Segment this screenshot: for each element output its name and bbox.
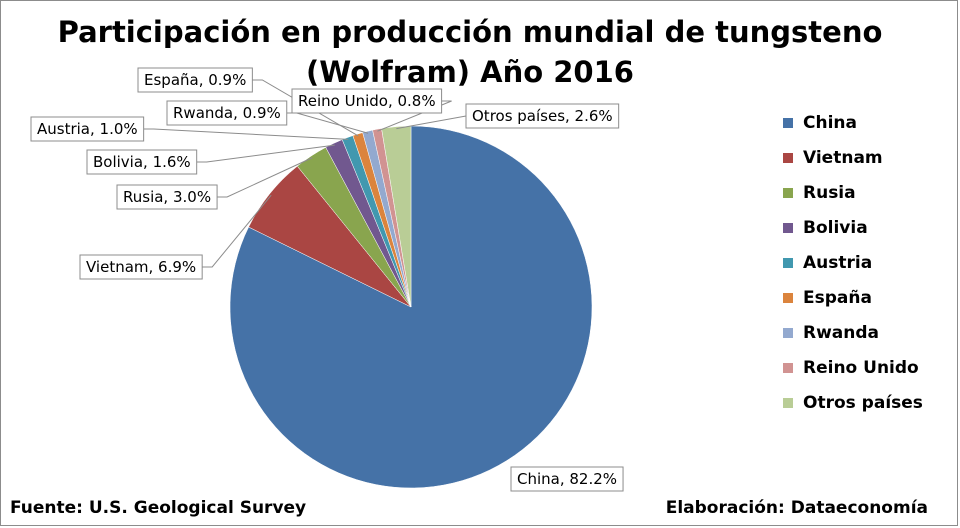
- data-label-box: [510, 466, 624, 492]
- legend-item-rusia: Rusia: [783, 183, 856, 203]
- data-label-text: Rwanda, 0.9%: [173, 104, 281, 122]
- data-label-text: Rusia, 3.0%: [123, 188, 211, 206]
- leader-line: [143, 128, 349, 140]
- legend-item-espana: España: [783, 288, 872, 308]
- legend-swatch: [783, 363, 793, 373]
- data-label-text: Otros países, 2.6%: [472, 107, 613, 125]
- data-label-box: [291, 88, 443, 114]
- data-label-reino-unido: Reino Unido, 0.8%: [291, 88, 452, 132]
- data-label-box: [465, 103, 620, 129]
- legend-swatch: [783, 258, 793, 268]
- data-label-espana: España, 0.9%: [137, 67, 359, 137]
- data-label-bolivia: Bolivia, 1.6%: [86, 144, 335, 175]
- legend-swatch: [783, 328, 793, 338]
- legend-swatch: [783, 223, 793, 233]
- legend-label: España: [803, 288, 872, 308]
- data-label-text: España, 0.9%: [144, 71, 246, 89]
- legend-item-otros-paises: Otros países: [783, 393, 923, 413]
- legend-label: Rusia: [803, 183, 856, 203]
- data-label-rwanda: Rwanda, 0.9%: [166, 100, 369, 134]
- chart-title-line-1: Participación en producción mundial de t…: [57, 15, 883, 49]
- legend-swatch: [783, 153, 793, 163]
- data-label-box: [116, 184, 218, 210]
- data-label-china: China, 82.2%: [510, 466, 624, 492]
- legend-label: Rwanda: [803, 323, 880, 343]
- legend-label: Vietnam: [803, 148, 883, 168]
- data-label-text: Bolivia, 1.6%: [93, 153, 191, 171]
- data-label-text: Reino Unido, 0.8%: [298, 92, 436, 110]
- data-label-austria: Austria, 1.0%: [30, 116, 349, 142]
- data-label-box: [79, 254, 203, 280]
- legend-swatch: [783, 118, 793, 128]
- data-label-rusia: Rusia, 3.0%: [116, 157, 313, 210]
- legend-label: Bolivia: [803, 218, 868, 238]
- legend-item-austria: Austria: [783, 253, 872, 273]
- credit-note: Elaboración: Dataeconomía: [665, 498, 928, 518]
- legend-item-rwanda: Rwanda: [783, 323, 879, 343]
- data-label-otros-paises: Otros países, 2.6%: [396, 103, 620, 130]
- data-label-box: [137, 67, 253, 93]
- data-label-box: [30, 116, 145, 142]
- leader-line: [377, 100, 452, 132]
- source-note: Fuente: U.S. Geological Survey: [10, 498, 307, 518]
- leader-line: [252, 79, 359, 137]
- data-label-text: Austria, 1.0%: [37, 120, 138, 138]
- legend-swatch: [783, 188, 793, 198]
- data-label-box: [166, 100, 288, 126]
- data-label-text: Vietnam, 6.9%: [86, 258, 196, 276]
- leader-line: [286, 112, 369, 134]
- chart-title-line-2: (Wolfram) Año 2016: [306, 55, 634, 89]
- legend-item-bolivia: Bolivia: [783, 218, 868, 238]
- chart-title: Participación en producción mundial de t…: [20, 12, 920, 92]
- legend-item-vietnam: Vietnam: [783, 148, 883, 168]
- legend-label: Otros países: [803, 393, 923, 413]
- leader-line: [217, 157, 313, 198]
- legend-swatch: [783, 293, 793, 303]
- data-label-vietnam: Vietnam, 6.9%: [79, 194, 272, 280]
- leader-line: [202, 194, 272, 268]
- leader-line: [196, 144, 335, 163]
- legend-item-reino-unido: Reino Unido: [783, 358, 919, 378]
- leader-line: [396, 115, 467, 130]
- legend-swatch: [783, 398, 793, 408]
- legend-item-china: China: [783, 113, 857, 133]
- data-label-text: China, 82.2%: [517, 470, 617, 488]
- legend-label: Austria: [803, 253, 873, 273]
- legend-label: China: [803, 113, 857, 133]
- legend-label: Reino Unido: [803, 358, 919, 378]
- data-label-box: [86, 149, 198, 175]
